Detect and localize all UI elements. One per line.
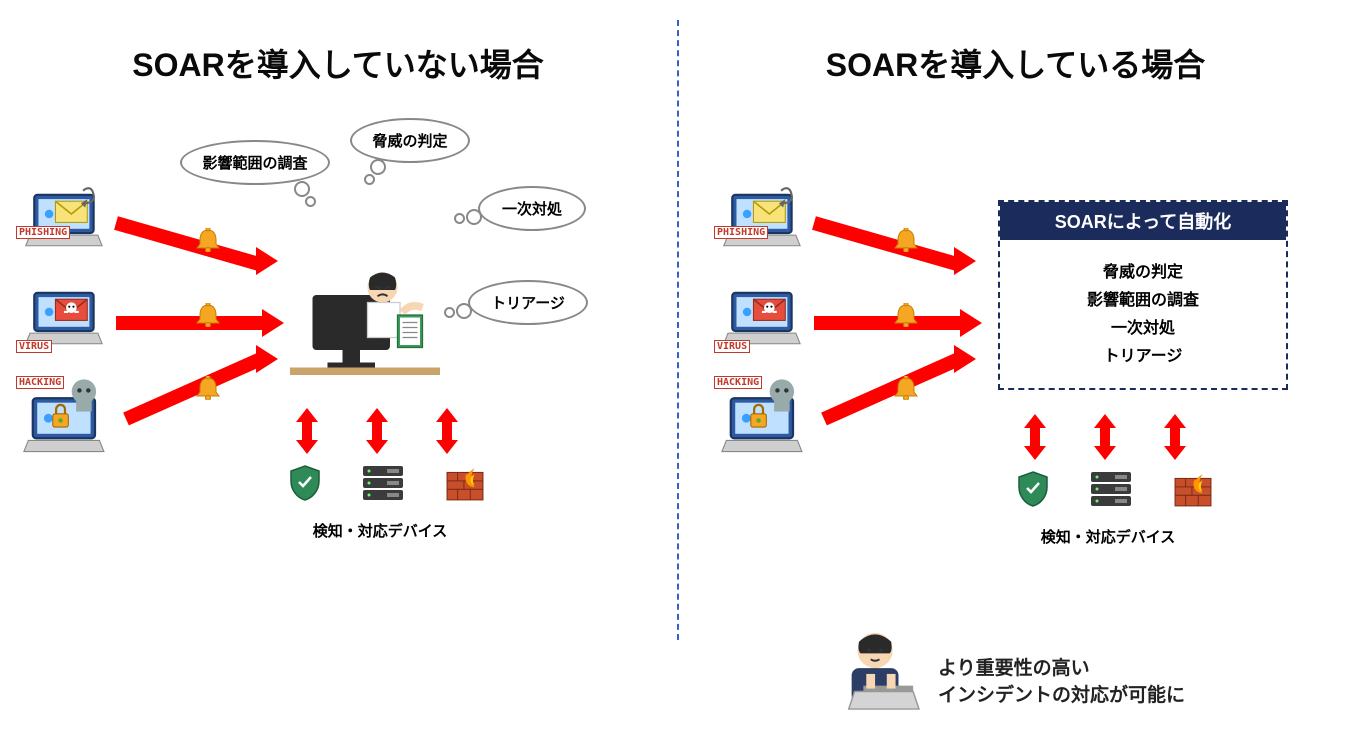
threat-label: VIRUS xyxy=(16,340,52,353)
threat-label: HACKING xyxy=(714,376,762,389)
right-title: SOARを導入している場合 xyxy=(678,40,1353,86)
device-row xyxy=(1016,470,1214,508)
shield-icon xyxy=(1016,470,1050,508)
phishing-icon xyxy=(20,180,110,250)
alert-arrow-head xyxy=(256,345,278,373)
soar-item: 脅威の判定 xyxy=(1010,258,1276,282)
soar-box-header: SOARによって自動化 xyxy=(1000,202,1286,240)
server-icon xyxy=(1088,470,1134,508)
bell-icon xyxy=(894,303,918,327)
benefit-line1: より重要性の高い xyxy=(938,658,1090,679)
left-title: SOARを導入していない場合 xyxy=(0,40,676,86)
thought-first: 一次対処 xyxy=(478,186,586,231)
threat-label: PHISHING xyxy=(714,226,768,239)
calm-operator-icon xyxy=(833,630,923,712)
threat-hacking: HACKING xyxy=(718,376,818,468)
soar-box-list: 脅威の判定 影響範囲の調査 一次対処 トリアージ xyxy=(1000,240,1286,388)
right-threat-stack: PHISHING VIRUS HACKING xyxy=(718,180,818,474)
soar-item: 一次対処 xyxy=(1010,314,1276,338)
threat-hacking: HACKING xyxy=(20,376,120,468)
right-device-label: 検知・対応デバイス xyxy=(978,526,1238,547)
firewall-icon xyxy=(1172,470,1214,508)
firewall-icon xyxy=(444,464,486,502)
soar-item: 影響範囲の調査 xyxy=(1010,286,1276,310)
left-threat-stack: PHISHING VIRUS HACKING xyxy=(20,180,120,474)
virus-icon xyxy=(20,278,110,348)
bell-icon xyxy=(196,303,220,327)
alert-arrow xyxy=(812,216,958,270)
alert-arrow xyxy=(123,352,264,425)
alert-arrow xyxy=(821,352,962,425)
device-row xyxy=(288,464,486,502)
thought-scope: 影響範囲の調査 xyxy=(180,140,330,185)
alert-arrow-head xyxy=(256,247,278,275)
soar-item: トリアージ xyxy=(1010,342,1276,366)
threat-virus: VIRUS xyxy=(20,278,120,370)
thought-judge: 脅威の判定 xyxy=(350,118,470,163)
stressed-operator-icon xyxy=(290,270,440,380)
bell-icon xyxy=(894,228,918,252)
alert-arrow xyxy=(116,316,264,330)
bell-icon xyxy=(894,376,918,400)
panel-with-soar: SOARを導入している場合 PHISHING VIRUS HACKING SOA… xyxy=(678,0,1353,753)
shield-icon xyxy=(288,464,322,502)
alert-arrow-head xyxy=(954,247,976,275)
bell-icon xyxy=(196,376,220,400)
benefit-text: より重要性の高い インシデントの対応が可能に xyxy=(938,656,1185,709)
threat-label: PHISHING xyxy=(16,226,70,239)
alert-arrow-head xyxy=(960,309,982,337)
threat-phishing: PHISHING xyxy=(20,180,120,272)
alert-arrow-head xyxy=(954,345,976,373)
virus-icon xyxy=(718,278,808,348)
left-device-label: 検知・対応デバイス xyxy=(250,520,510,541)
server-icon xyxy=(360,464,406,502)
threat-label: VIRUS xyxy=(714,340,750,353)
bell-icon xyxy=(196,228,220,252)
threat-label: HACKING xyxy=(16,376,64,389)
benefit-line2: インシデントの対応が可能に xyxy=(938,685,1185,706)
phishing-icon xyxy=(718,180,808,250)
threat-phishing: PHISHING xyxy=(718,180,818,272)
soar-automation-box: SOARによって自動化 脅威の判定 影響範囲の調査 一次対処 トリアージ xyxy=(998,200,1288,390)
panel-without-soar: SOARを導入していない場合 PHISHING VIRUS HACKING 影響… xyxy=(0,0,676,753)
alert-arrow xyxy=(814,316,962,330)
thought-triage: トリアージ xyxy=(468,280,588,325)
alert-arrow-head xyxy=(262,309,284,337)
threat-virus: VIRUS xyxy=(718,278,818,370)
alert-arrow xyxy=(114,216,260,270)
